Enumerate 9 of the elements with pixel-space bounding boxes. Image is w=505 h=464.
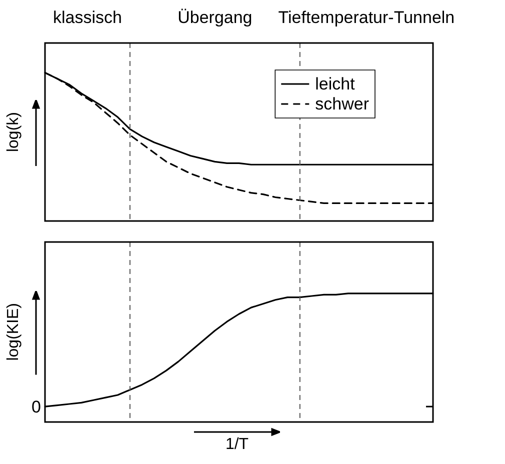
text: Tieftemperatur-Tunneln [278,8,455,28]
legend-label: leicht [315,74,356,94]
y-axis-title: log(KIE) [5,303,23,361]
legend-label: schwer [315,94,370,114]
text: Übergang [178,8,252,28]
x-axis-title: 1/T [225,436,249,454]
y-axis-title: log(k) [5,112,23,152]
text: klassisch [53,8,122,28]
text: 0 [32,397,41,416]
